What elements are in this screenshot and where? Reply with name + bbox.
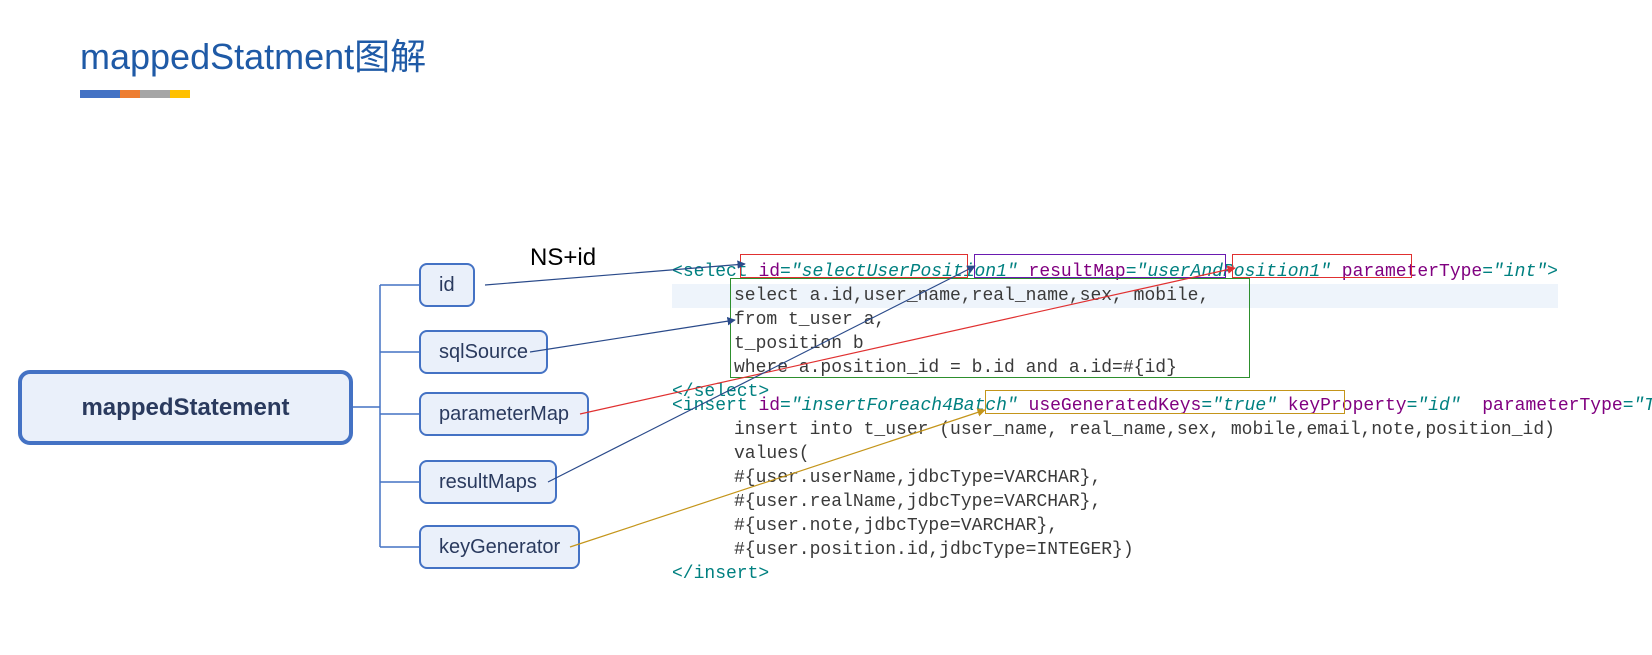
insert-body-4: #{user.note,jdbcType=VARCHAR}, xyxy=(672,514,1652,538)
title-underline xyxy=(80,90,190,100)
child-label: resultMaps xyxy=(439,471,537,494)
box-insert-genkeys xyxy=(985,390,1345,414)
child-label: id xyxy=(439,274,455,297)
child-label: keyGenerator xyxy=(439,536,560,559)
box-select-id xyxy=(740,254,968,278)
child-node-keygenerator: keyGenerator xyxy=(419,525,580,569)
root-node-mappedstatement: mappedStatement xyxy=(18,370,353,445)
child-label: parameterMap xyxy=(439,403,569,426)
child-node-sqlsource: sqlSource xyxy=(419,330,548,374)
annotation-nsid: NS+id xyxy=(530,244,596,272)
insert-body-5: #{user.position.id,jdbcType=INTEGER}) xyxy=(672,538,1652,562)
insert-body-2: #{user.userName,jdbcType=VARCHAR}, xyxy=(672,466,1652,490)
child-label: sqlSource xyxy=(439,341,528,364)
insert-body-1: values( xyxy=(672,442,1652,466)
insert-body-3: #{user.realName,jdbcType=VARCHAR}, xyxy=(672,490,1652,514)
box-select-paramtype xyxy=(1232,254,1412,278)
code-block-insert: <insert id="insertForeach4Batch" useGene… xyxy=(672,394,1652,586)
page-title: mappedStatment图解 xyxy=(80,28,426,80)
child-node-resultmaps: resultMaps xyxy=(419,460,557,504)
root-node-label: mappedStatement xyxy=(81,394,289,422)
box-select-body xyxy=(730,278,1250,378)
insert-body-0: insert into t_user (user_name, real_name… xyxy=(672,418,1652,442)
insert-close: </insert> xyxy=(672,562,1652,586)
box-select-resultmap xyxy=(974,254,1226,278)
child-node-parametermap: parameterMap xyxy=(419,392,589,436)
child-node-id: id xyxy=(419,263,475,307)
